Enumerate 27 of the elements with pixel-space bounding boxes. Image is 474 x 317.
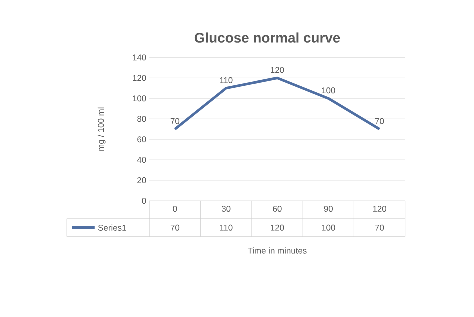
x-axis-title: Time in minutes [248, 247, 307, 254]
y-tick-label: 100 [133, 95, 146, 102]
data-label: 70 [376, 224, 384, 231]
x-tick-label: 120 [373, 206, 386, 212]
y-tick-label: 140 [133, 54, 146, 60]
y-axis-title: mg / 100 ml [98, 108, 106, 151]
data-label: 120 [271, 224, 284, 231]
chart-title: Glucose normal curve [194, 32, 340, 43]
y-tick-label: 60 [138, 136, 146, 142]
x-tick-label: 0 [173, 206, 178, 212]
y-tick-label: 0 [142, 198, 146, 204]
text: 120 [271, 66, 284, 73]
y-tick-label: 120 [133, 74, 146, 81]
x-tick-label: 90 [324, 206, 333, 212]
data-label: 70 [170, 224, 180, 231]
x-tick-label: 60 [273, 206, 282, 212]
data-label: 110 [220, 224, 233, 231]
text: 100 [322, 87, 336, 94]
data-label: 100 [322, 224, 336, 231]
x-tick-label: 30 [222, 206, 231, 212]
text: 70 [170, 118, 180, 124]
y-tick-label: 40 [137, 156, 146, 163]
y-tick-label: 20 [138, 177, 146, 184]
text: 110 [220, 77, 233, 84]
y-tick-label: 80 [138, 116, 146, 122]
text: 70 [376, 118, 384, 124]
legend-label: Series1 [98, 224, 126, 231]
